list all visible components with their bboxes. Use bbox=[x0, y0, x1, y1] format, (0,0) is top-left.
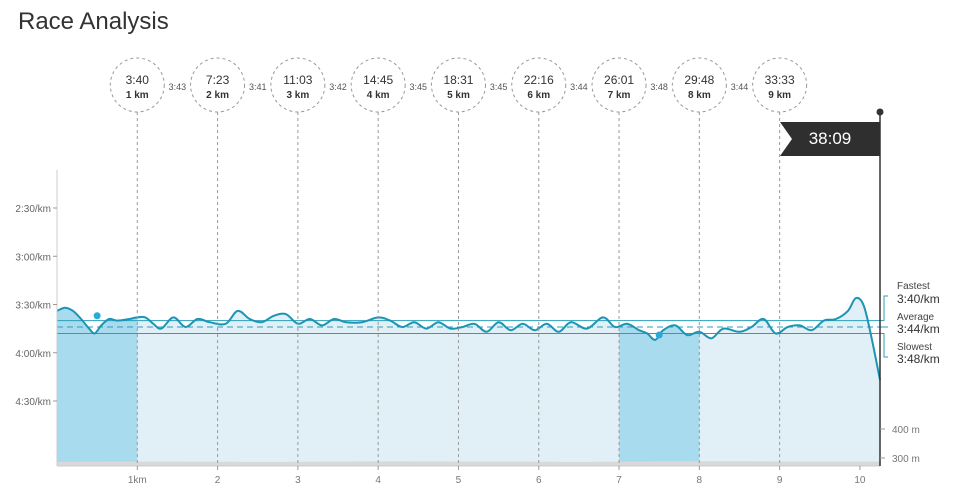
reference-value-slowest: 3:48/km bbox=[897, 352, 940, 366]
split-circle bbox=[350, 57, 406, 113]
lap-pace-label: 3:44 bbox=[731, 82, 749, 92]
split-time: 26:01 bbox=[604, 73, 634, 87]
split-circle bbox=[671, 57, 727, 113]
y-tick-label: 3:00/km bbox=[15, 252, 51, 263]
pace-marker-1 bbox=[93, 312, 101, 320]
y-tick-label: 2:30/km bbox=[15, 204, 51, 215]
finish-dot bbox=[876, 108, 884, 116]
x-tick-label: 5 bbox=[456, 475, 462, 486]
split-km: 5 km bbox=[447, 90, 470, 101]
reference-value-fastest: 3:40/km bbox=[897, 292, 940, 306]
pace-line bbox=[56, 296, 881, 381]
split-km: 9 km bbox=[768, 90, 791, 101]
elevation-profile bbox=[57, 461, 880, 466]
x-tick-label: 2 bbox=[215, 475, 221, 486]
lap-pace-label: 3:41 bbox=[249, 82, 267, 92]
reference-name-average: Average bbox=[897, 312, 935, 323]
pace-marker-2 bbox=[655, 331, 663, 339]
split-circle bbox=[511, 57, 567, 113]
lap-pace-label: 3:45 bbox=[490, 82, 508, 92]
reference-name-fastest: Fastest bbox=[897, 281, 930, 292]
split-time: 22:16 bbox=[524, 73, 554, 87]
split-time: 33:33 bbox=[765, 73, 795, 87]
lap-pace-label: 3:45 bbox=[410, 82, 428, 92]
split-km: 1 km bbox=[126, 90, 149, 101]
split-time: 3:40 bbox=[126, 73, 150, 87]
split-time: 7:23 bbox=[206, 73, 230, 87]
y-tick-label: 4:30/km bbox=[15, 397, 51, 408]
highlight-segment-2 bbox=[619, 297, 700, 466]
split-time: 14:45 bbox=[363, 73, 393, 87]
lap-pace-label: 3:43 bbox=[169, 82, 187, 92]
split-km: 3 km bbox=[286, 90, 309, 101]
x-tick-label: 9 bbox=[777, 475, 783, 486]
x-tick-label: 6 bbox=[536, 475, 542, 486]
split-time: 18:31 bbox=[443, 73, 473, 87]
reference-name-slowest: Slowest bbox=[897, 342, 932, 353]
elevation-tick-label: 300 m bbox=[892, 454, 920, 465]
split-km: 4 km bbox=[367, 90, 390, 101]
split-circle bbox=[270, 57, 326, 113]
x-tick-label: 4 bbox=[375, 475, 381, 486]
split-circle bbox=[430, 57, 486, 113]
x-tick-label: 1km bbox=[128, 475, 147, 486]
lap-pace-label: 3:42 bbox=[329, 82, 347, 92]
x-tick-label: 7 bbox=[616, 475, 622, 486]
split-circle bbox=[752, 57, 808, 113]
x-tick-label: 8 bbox=[697, 475, 703, 486]
page-title: Race Analysis bbox=[18, 8, 169, 35]
split-km: 7 km bbox=[608, 90, 631, 101]
y-tick-label: 4:00/km bbox=[15, 349, 51, 360]
split-circle bbox=[109, 57, 165, 113]
x-tick-label: 10 bbox=[854, 475, 866, 486]
lap-pace-label: 3:44 bbox=[570, 82, 588, 92]
split-km: 6 km bbox=[527, 90, 550, 101]
split-km: 2 km bbox=[206, 90, 229, 101]
split-time: 29:48 bbox=[684, 73, 714, 87]
x-tick-label: 3 bbox=[295, 475, 301, 486]
reference-value-average: 3:44/km bbox=[897, 322, 940, 336]
reference-bracket bbox=[880, 295, 888, 358]
finish-time: 38:09 bbox=[809, 129, 852, 148]
split-km: 8 km bbox=[688, 90, 711, 101]
lap-pace-label: 3:48 bbox=[650, 82, 668, 92]
y-tick-label: 3:30/km bbox=[15, 301, 51, 312]
split-circle bbox=[591, 57, 647, 113]
elevation-tick-label: 400 m bbox=[892, 425, 920, 436]
split-circle bbox=[190, 57, 246, 113]
finish-flag bbox=[780, 122, 880, 156]
split-time: 11:03 bbox=[283, 73, 312, 87]
